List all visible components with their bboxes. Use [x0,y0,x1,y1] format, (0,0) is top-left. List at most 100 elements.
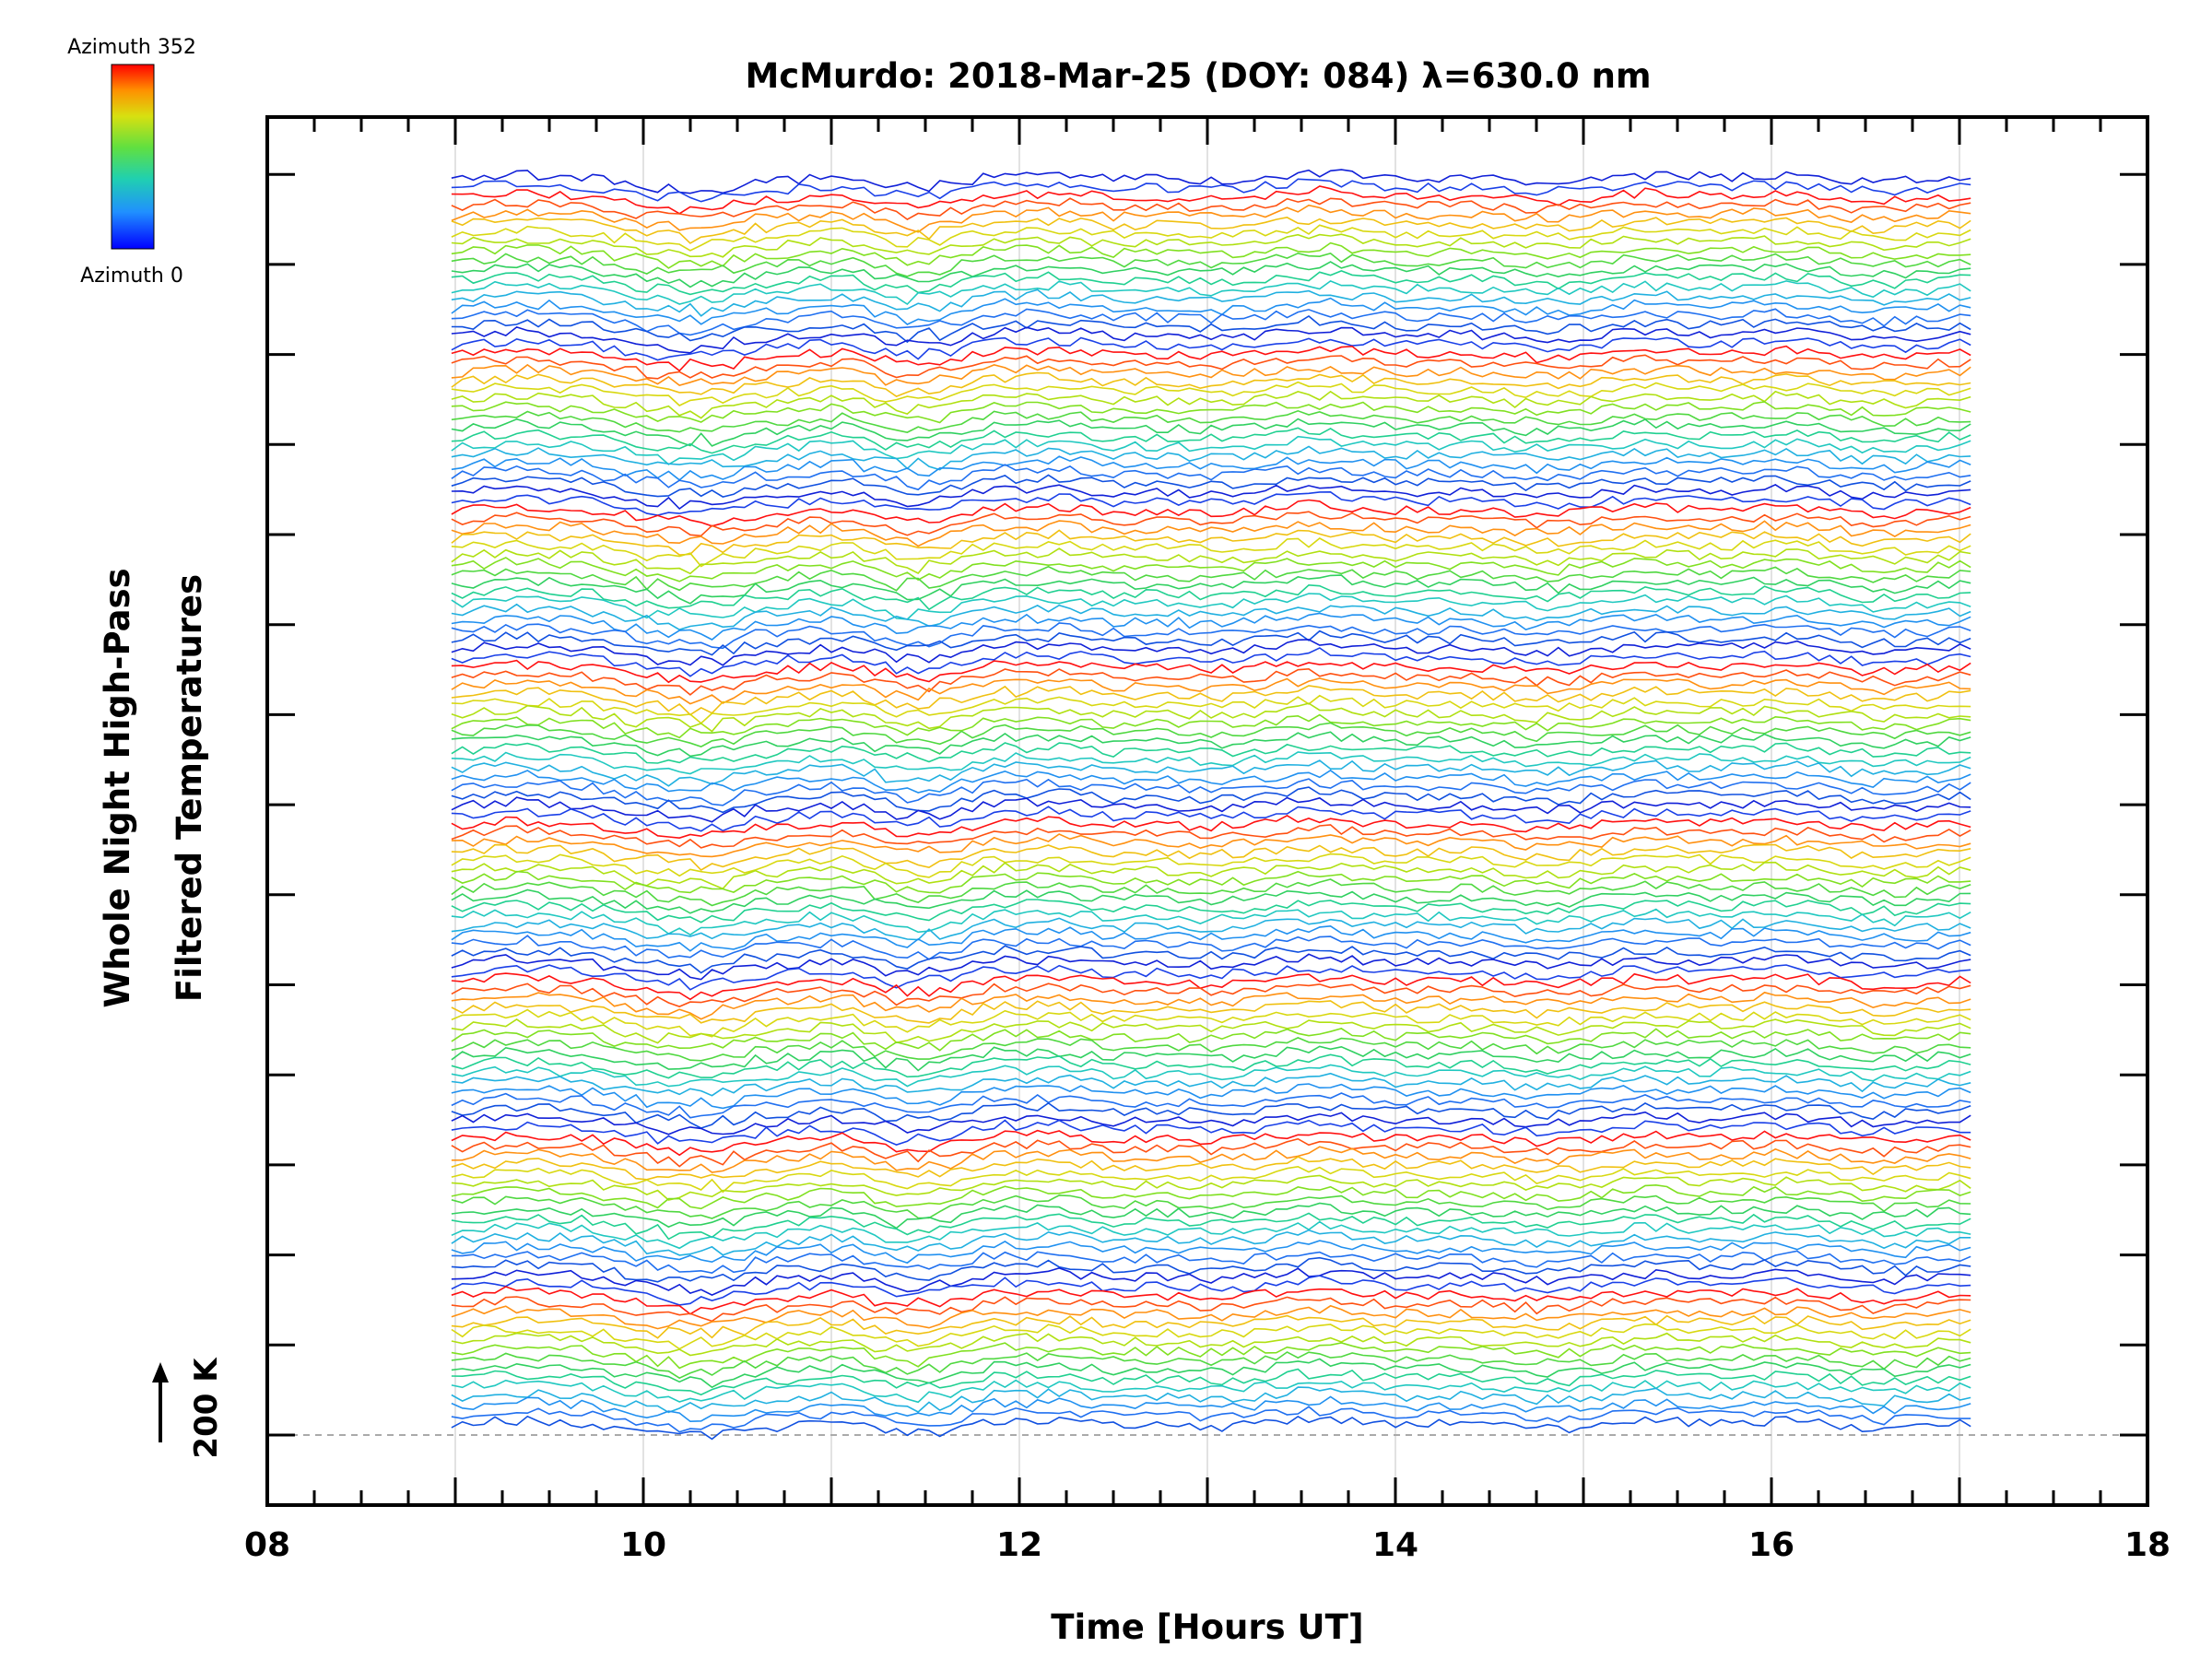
trace-line-86 [451,953,1971,981]
scale-bar-label: 200 K [188,1357,225,1459]
trace-line-65 [451,759,1971,787]
trace-line-5 [451,204,1971,233]
trace-line-29 [451,427,1971,454]
trace-line-51 [451,629,1971,656]
trace-line-76 [451,861,1971,890]
trace-line-115 [451,1220,1971,1250]
legend-top-label: Azimuth 352 [67,36,196,59]
trace-line-93 [451,1018,1971,1044]
trace-line-91 [451,1000,1971,1024]
y-axis-label-line1: Whole Night High-Pass [98,568,137,1007]
trace-line-27 [451,409,1971,433]
trace-line-31 [451,445,1971,471]
trace-line-108 [451,1156,1971,1181]
trace-line-70 [451,806,1971,832]
trace-line-111 [451,1183,1971,1210]
trace-line-131 [451,1368,1971,1396]
trace-line-68 [451,786,1971,814]
trace-line-92 [451,1008,1971,1038]
x-tick-labels: 08 10 12 14 16 18 [244,1526,2171,1564]
trace-line-12 [451,270,1971,296]
x-tick-label: 18 [2124,1526,2171,1564]
trace-line-17 [451,315,1971,344]
trace-line-15 [451,297,1971,325]
x-tick-label: 08 [244,1526,290,1564]
trace-line-46 [451,583,1971,611]
trace-line-109 [451,1165,1971,1194]
trace-line-60 [451,713,1971,739]
trace-line-82 [451,917,1971,941]
trace-line-48 [451,603,1971,631]
trace-line-136 [451,1415,1971,1441]
trace-line-98 [451,1064,1971,1088]
trace-line-132 [451,1379,1971,1404]
trace-line-6 [451,217,1971,244]
trace-line-88 [451,972,1971,1001]
trace-line-80 [451,899,1971,924]
trace-line-134 [451,1395,1971,1423]
trace-line-129 [451,1351,1971,1380]
trace-line-102 [451,1101,1971,1129]
trace-line-64 [451,751,1971,775]
trace-line-62 [451,731,1971,758]
trace-line-120 [451,1267,1971,1296]
trace-line-32 [451,455,1971,481]
trace-line-90 [451,991,1971,1020]
trace-line-28 [451,418,1971,447]
trace-line-45 [451,574,1971,605]
chart-title: McMurdo: 2018-Mar-25 (DOY: 084) λ=630.0 … [745,56,1651,96]
trace-line-78 [451,878,1971,907]
y-axis-label-line2: Filtered Temperatures [170,574,209,1002]
trace-line-94 [451,1028,1971,1052]
trace-line-2 [451,178,1971,203]
trace-line-22 [451,363,1971,386]
trace-line-11 [451,261,1971,288]
trace-line-73 [451,833,1971,858]
trace-line-118 [451,1250,1971,1275]
trace-line-43 [451,557,1971,582]
trace-line-100 [451,1083,1971,1110]
trace-line-13 [451,279,1971,306]
trace-line-56 [451,677,1971,705]
trace-line-89 [451,982,1971,1007]
trace-line-52 [451,639,1971,666]
trace-line-30 [451,435,1971,465]
trace-line-106 [451,1137,1971,1168]
trace-line-95 [451,1037,1971,1062]
trace-line-128 [451,1342,1971,1370]
trace-line-21 [451,354,1971,380]
trace-line-49 [451,612,1971,641]
trace-line-20 [451,345,1971,372]
trace-line-99 [451,1072,1971,1097]
trace-line-23 [451,371,1971,397]
trace-line-53 [451,647,1971,677]
trace-line-105 [451,1129,1971,1157]
x-tick-label: 16 [1748,1526,1794,1564]
trace-line-61 [451,722,1971,747]
trace-line-25 [451,390,1971,419]
trace-line-14 [451,288,1971,317]
trace-line-116 [451,1229,1971,1256]
trace-line-67 [451,778,1971,806]
trace-line-85 [451,945,1971,974]
trace-line-55 [451,667,1971,696]
trace-line-81 [451,908,1971,936]
trace-line-36 [451,490,1971,516]
trace-line-130 [451,1358,1971,1389]
trace-line-35 [451,483,1971,511]
trace-line-114 [451,1212,1971,1241]
trace-line-87 [451,964,1971,991]
trace-line-66 [451,769,1971,794]
trace-line-125 [451,1314,1971,1339]
trace-line-122 [451,1286,1971,1315]
trace-line-133 [451,1386,1971,1414]
trace-line-59 [451,702,1971,733]
trace-line-71 [451,814,1971,840]
trace-line-112 [451,1194,1971,1219]
trace-line-117 [451,1240,1971,1265]
trace-line-69 [451,796,1971,823]
trace-line-24 [451,381,1971,406]
trace-line-38 [451,511,1971,537]
trace-line-135 [451,1406,1971,1433]
